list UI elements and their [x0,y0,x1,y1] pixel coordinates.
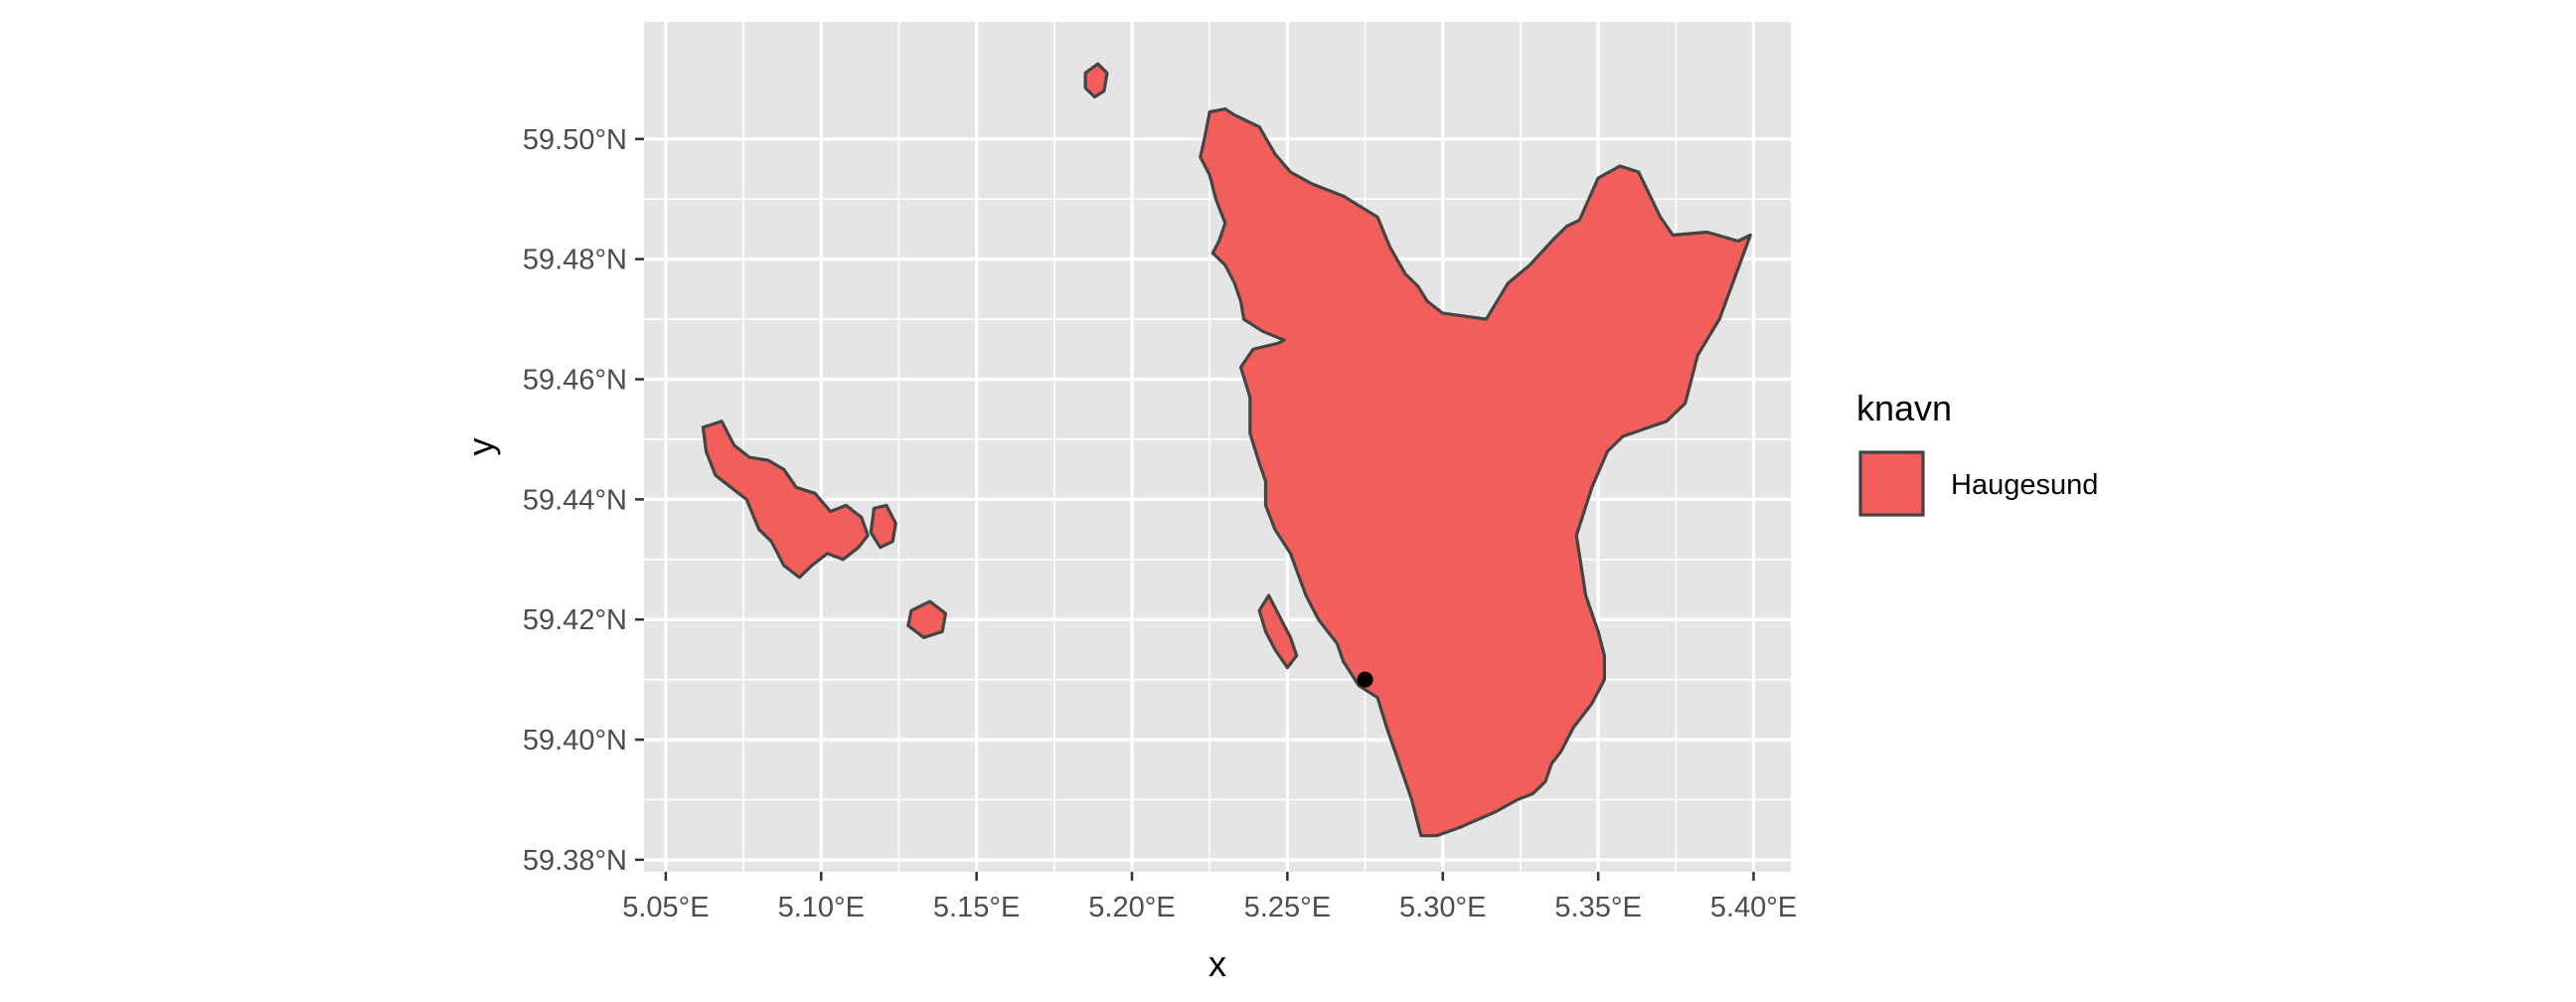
region-polygons [701,62,1752,838]
y-tick-label: 59.50°N [523,124,627,156]
y-tick-label: 59.38°N [523,845,627,877]
legend-key-haugesund [1858,450,1925,517]
x-tick-label: 5.40°E [1710,892,1797,923]
region-polygon-haugesund-1 [701,419,870,580]
x-tick-label: 5.15°E [933,892,1020,923]
y-tick-label: 59.44°N [523,484,627,516]
legend: knavn Haugesund [1856,388,2098,517]
legend-title: knavn [1856,388,1952,428]
region-polygon-haugesund-5 [1257,593,1299,670]
y-tick-label: 59.48°N [523,245,627,276]
x-tick-label: 5.25°E [1244,892,1331,923]
x-tick-label: 5.30°E [1399,892,1486,923]
region-polygon-haugesund-4 [1083,62,1109,99]
legend-label-haugesund: Haugesund [1951,469,2098,501]
x-tick-label: 5.05°E [622,892,709,923]
x-tick-label: 5.20°E [1088,892,1175,923]
x-tick-label: 5.10°E [778,892,865,923]
x-tick-label: 5.35°E [1554,892,1641,923]
x-axis-ticks: 5.05°E 5.10°E 5.15°E 5.20°E 5.25°E 5.30°E 5.35… [622,872,1797,923]
point-layer [1357,671,1373,688]
region-polygon-haugesund-3 [906,599,947,639]
map-point [1357,671,1373,688]
y-axis-title: y [460,438,501,456]
y-tick-label: 59.42°N [523,604,627,636]
y-tick-label: 59.46°N [523,365,627,397]
region-polygon-haugesund-2 [869,503,897,550]
y-tick-label: 59.40°N [523,725,627,756]
x-axis-title: x [1208,943,1226,984]
region-polygon-haugesund-0 [1199,107,1752,838]
y-axis-ticks: 59.38°N 59.40°N 59.42°N 59.44°N 59.46°N 59.48… [523,124,644,877]
